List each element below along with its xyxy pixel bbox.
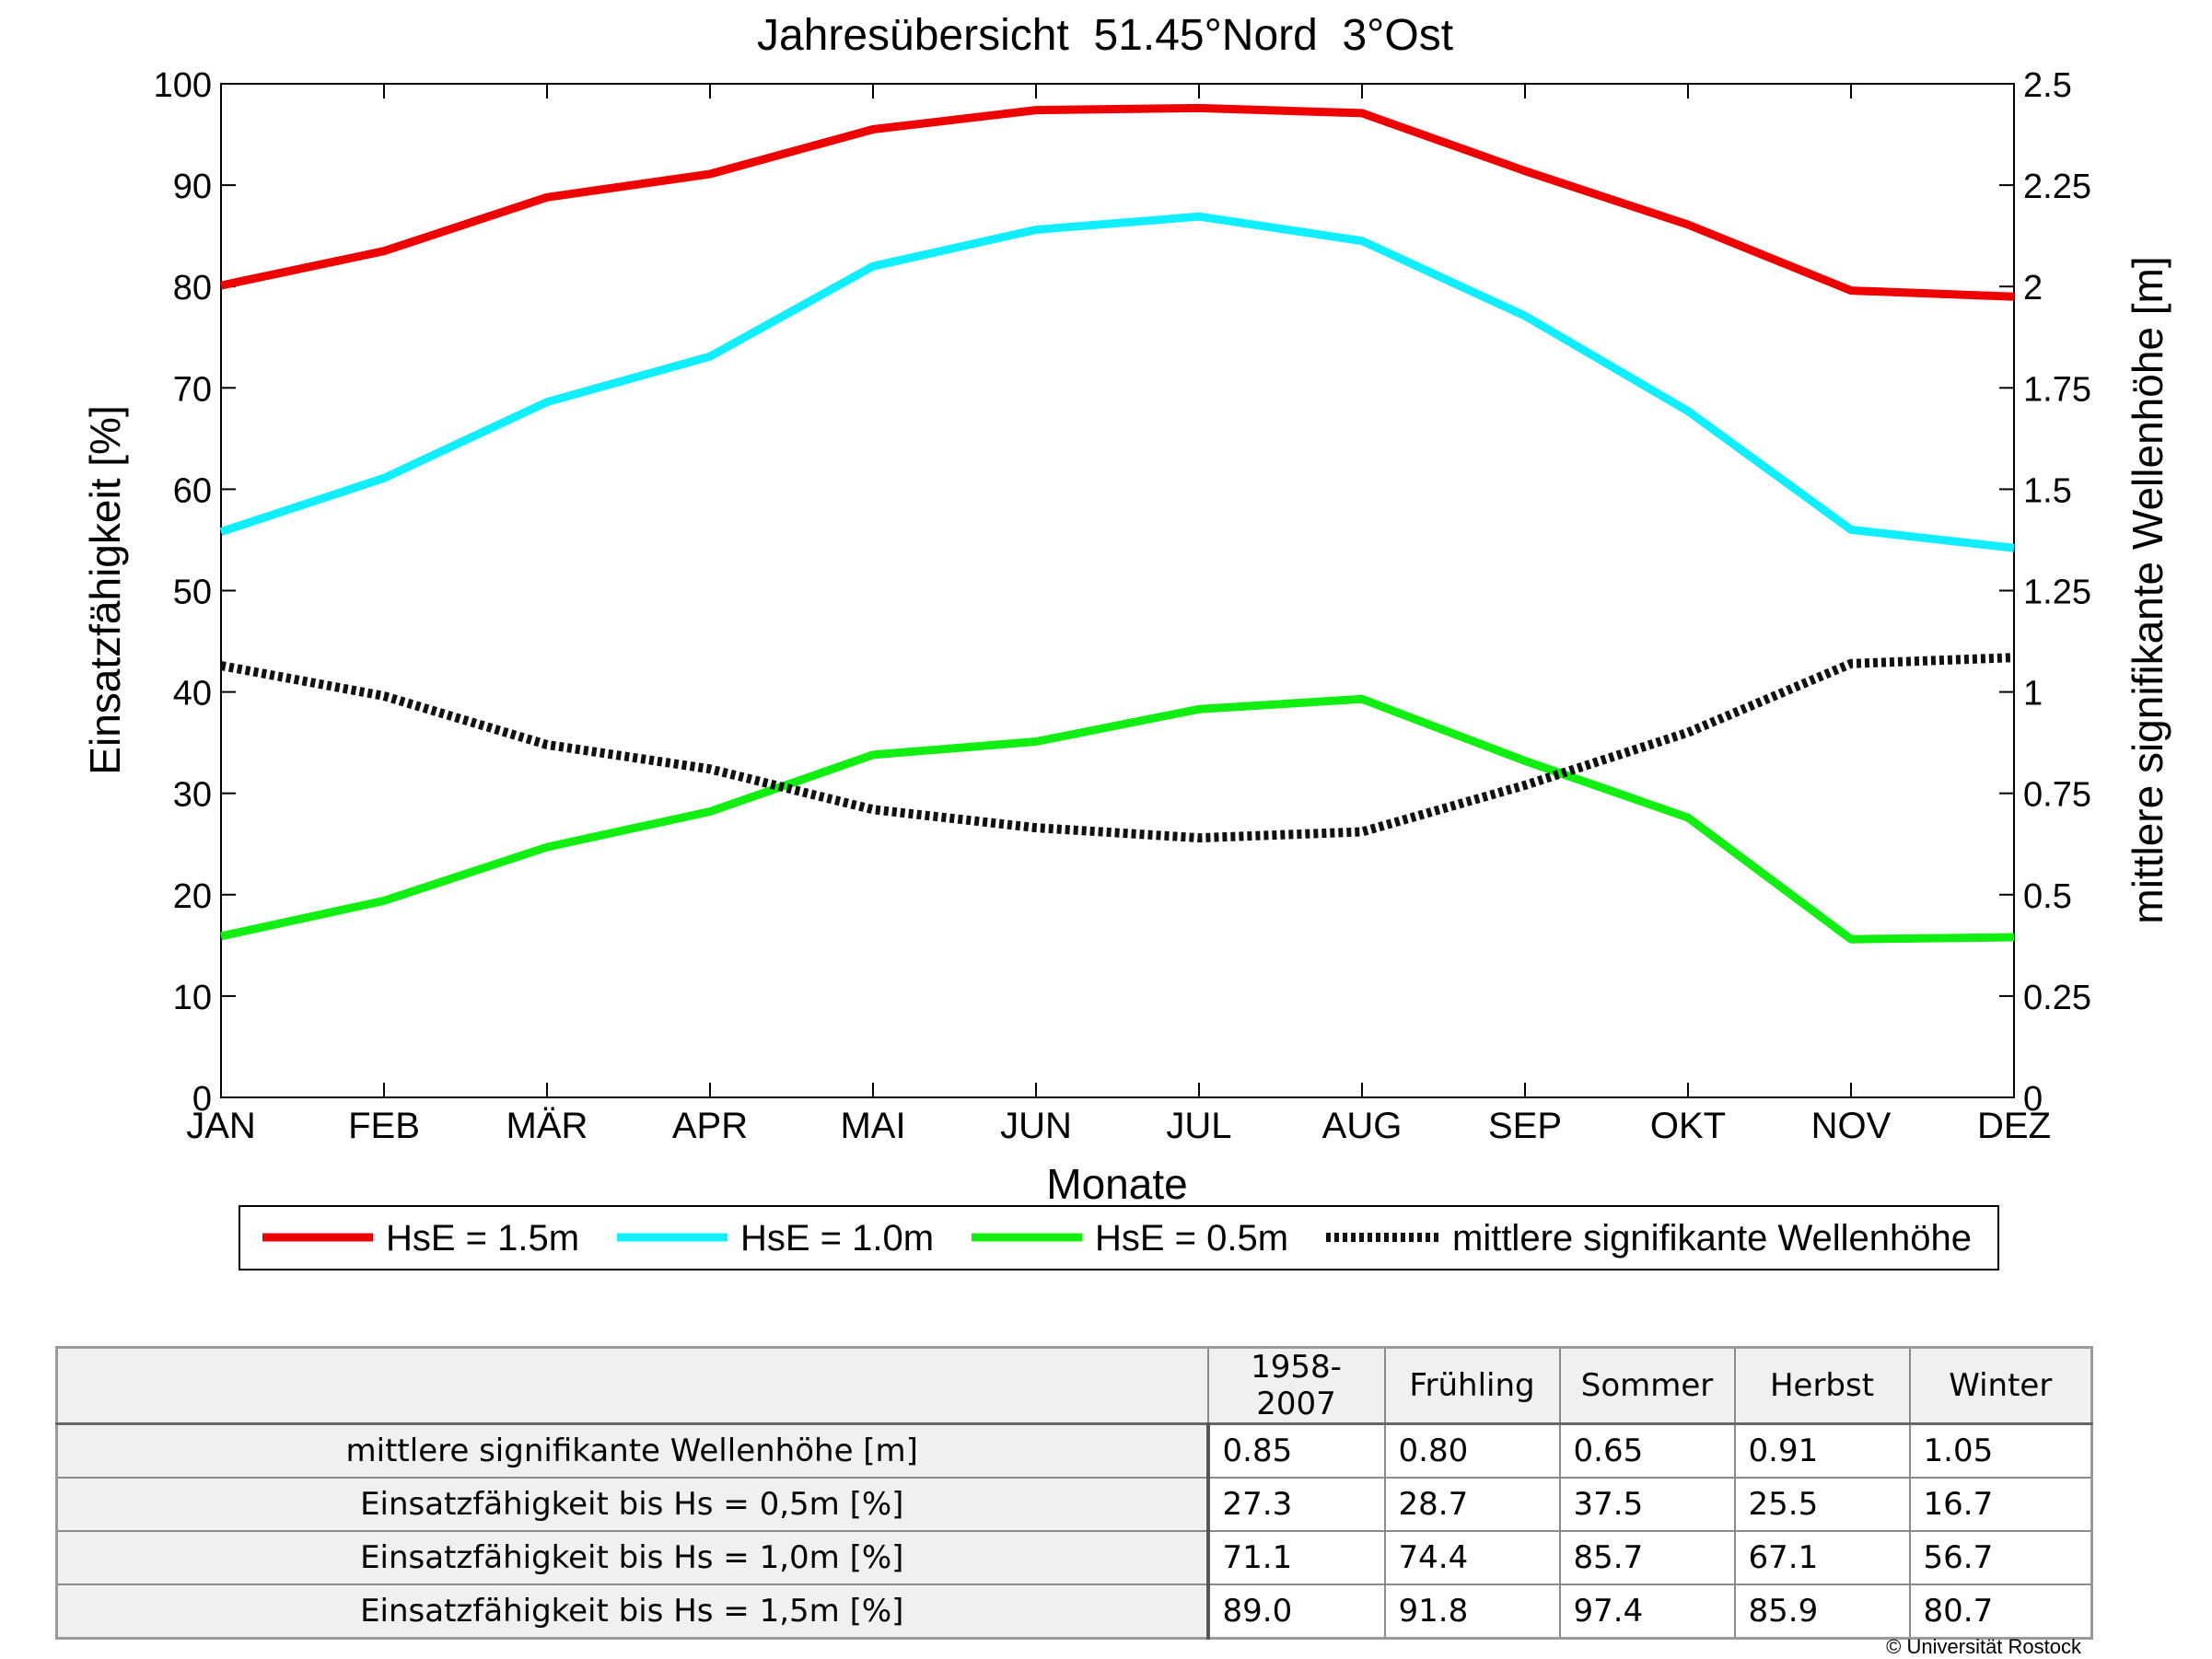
left-axis-tick-labels: 0 10 20 30 40 50 60 70 80 90 100 [154, 66, 212, 1119]
table-row: Einsatzfähigkeit bis Hs = 1,5m [%] 89.0 91… [55, 1584, 2093, 1640]
left-tick-label: 10 [173, 979, 212, 1017]
table-header: 1958-2007 [1206, 1346, 1386, 1425]
series-line-3 [220, 653, 2015, 843]
right-axis-label: mittlere signifikante Wellenhöhe [m] [2124, 256, 2171, 923]
left-tick-label: 50 [173, 574, 212, 612]
table-cell: 37.5 [1558, 1477, 1736, 1532]
left-tick-label: 40 [173, 675, 212, 713]
x-tick-label: OKT [1650, 1106, 1726, 1146]
x-tick-label: FEB [348, 1106, 420, 1146]
table-cell: 16.7 [1908, 1477, 2093, 1532]
table-cell: 0.65 [1558, 1422, 1736, 1479]
table-row-label: Einsatzfähigkeit bis Hs = 1,0m [%] [55, 1530, 1210, 1585]
table-cell: 28.7 [1383, 1477, 1561, 1532]
series-line-1 [219, 212, 2015, 552]
x-tick-label: NOV [1811, 1106, 1892, 1146]
left-tick-label: 60 [173, 471, 212, 510]
left-tick-label: 0 [192, 1080, 212, 1119]
table-cell: 0.80 [1383, 1422, 1561, 1479]
left-tick-label: 100 [154, 66, 212, 105]
legend-box [239, 1205, 1999, 1270]
series-line-0 [220, 103, 2015, 301]
copyright-text: © Universität Rostock [1886, 1635, 2081, 1658]
table-cell: 85.9 [1733, 1584, 1911, 1640]
right-axis-tick-labels: 0 0.25 0.5 0.75 1 1.25 1.5 1.75 2 2.25 2.5 [2023, 66, 2091, 1119]
table-row: Einsatzfähigkeit bis Hs = 1,0m [%] 71.1 74… [55, 1530, 2093, 1585]
x-tick-label: AUG [1322, 1106, 1403, 1146]
x-axis-tick-labels: JAN FEB MÄR APR MAI JUN JUL AUG SEP OKT NOV DEZ [186, 1106, 2051, 1146]
table-header: Herbst [1733, 1346, 1911, 1425]
table-header: Sommer [1558, 1346, 1736, 1425]
table-row-label: mittlere signifikante Wellenhöhe [m] [55, 1422, 1210, 1479]
table-header: Winter [1908, 1346, 2093, 1425]
right-tick-label: 2 [2023, 269, 2043, 307]
right-tick-label: 0.25 [2023, 979, 2091, 1017]
table-cell: 80.7 [1908, 1584, 2093, 1640]
plot-frame [220, 83, 2015, 1098]
legend-label-3: mittlere signifikante Wellenhöhe [1452, 1218, 1972, 1259]
legend-label-1: HsE = 1.0m [740, 1218, 934, 1259]
x-axis-label: Monate [1046, 1160, 1187, 1208]
right-tick-label: 1.75 [2023, 370, 2091, 409]
chart-title: Jahresübersicht 51.45°Nord 3°Ost [757, 11, 1453, 60]
right-tick-label: 1.25 [2023, 574, 2091, 612]
table-cell: 25.5 [1733, 1477, 1911, 1532]
table-cell: 85.7 [1558, 1530, 1736, 1585]
summary-table: 1958-2007 Frühling Sommer Herbst Winter mittl… [55, 1346, 2093, 1640]
right-tick-label: 2.25 [2023, 168, 2091, 206]
table-row: mittlere signifikante Wellenhöhe [m] 0.85… [55, 1422, 2093, 1479]
left-tick-label: 80 [173, 269, 212, 307]
series-lines [219, 103, 2015, 944]
table-cell: 89.0 [1206, 1584, 1386, 1640]
table-cell: 1.05 [1908, 1422, 2093, 1479]
table-cell: 71.1 [1206, 1530, 1386, 1585]
chart: Jahresübersicht 51.45°Nord 3°Ost 0102030… [81, 11, 2171, 1270]
left-axis-label: Einsatzfähigkeit [%] [81, 405, 129, 774]
x-tick-label: APR [672, 1106, 748, 1146]
right-tick-label: 0.75 [2023, 776, 2091, 815]
table-cell: 0.85 [1206, 1422, 1386, 1479]
axis-ticks [220, 83, 2015, 1098]
x-tick-label: DEZ [1977, 1106, 2051, 1146]
left-tick-label: 90 [173, 168, 212, 206]
x-tick-label: JUN [1000, 1106, 1072, 1146]
x-tick-label: JUL [1166, 1106, 1231, 1146]
left-tick-label: 70 [173, 370, 212, 409]
right-tick-label: 0 [2023, 1080, 2043, 1119]
left-tick-label: 20 [173, 877, 212, 916]
x-tick-label: JAN [186, 1106, 256, 1146]
legend-label-0: HsE = 1.5m [386, 1218, 579, 1259]
table-row-label: Einsatzfähigkeit bis Hs = 1,5m [%] [55, 1584, 1210, 1640]
table-cell: 67.1 [1733, 1530, 1911, 1585]
x-tick-label: MÄR [506, 1106, 588, 1146]
table-cell: 74.4 [1383, 1530, 1561, 1585]
table-row: Einsatzfähigkeit bis Hs = 0,5m [%] 27.3 28… [55, 1477, 2093, 1532]
table-cell: 0.91 [1733, 1422, 1911, 1479]
series-line-2 [220, 694, 2015, 944]
table-cell: 91.8 [1383, 1584, 1561, 1640]
table-cell: 27.3 [1206, 1477, 1386, 1532]
right-tick-label: 1.5 [2023, 471, 2072, 510]
table-corner [55, 1346, 1209, 1425]
left-tick-label: 30 [173, 776, 212, 815]
table-cell: 97.4 [1558, 1584, 1736, 1640]
x-tick-label: MAI [840, 1106, 905, 1146]
right-tick-label: 1 [2023, 675, 2043, 713]
table-cell: 56.7 [1908, 1530, 2093, 1585]
legend: HsE = 1.5m HsE = 1.0m HsE = 0.5m mittlere s… [262, 1218, 1972, 1259]
table-header: Frühling [1383, 1346, 1561, 1425]
right-tick-label: 2.5 [2023, 66, 2072, 105]
legend-label-2: HsE = 0.5m [1095, 1218, 1288, 1259]
right-tick-label: 0.5 [2023, 877, 2072, 916]
table-row-label: Einsatzfähigkeit bis Hs = 0,5m [%] [55, 1477, 1210, 1532]
x-tick-label: SEP [1488, 1106, 1562, 1146]
